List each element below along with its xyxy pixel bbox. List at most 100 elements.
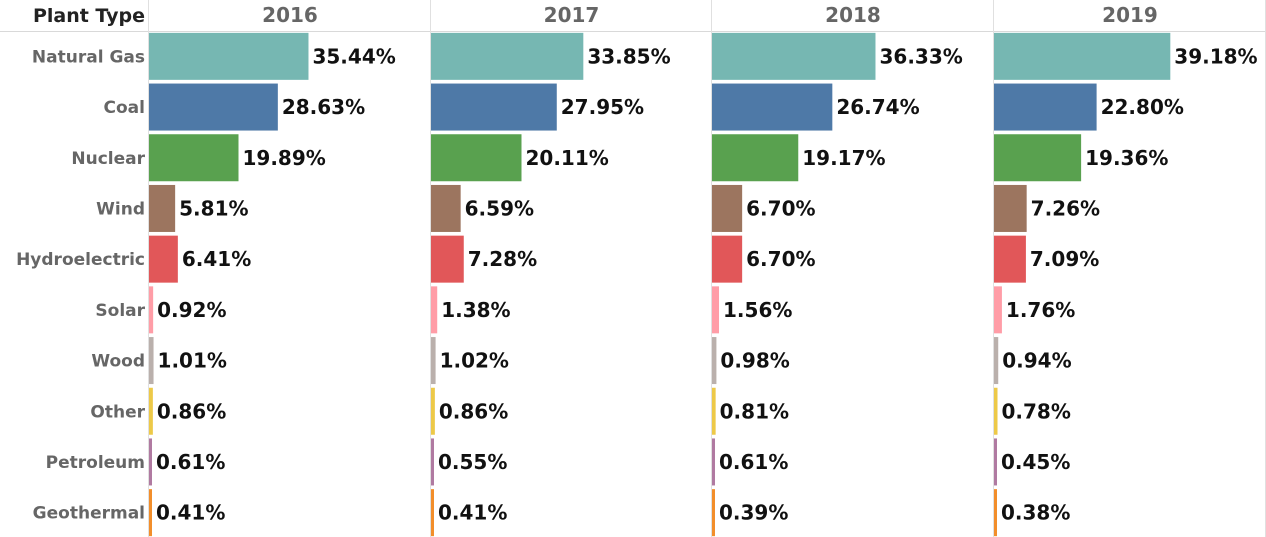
category-label-wood: Wood: [91, 352, 145, 372]
bar-nuclear-2018: [712, 134, 799, 182]
value-label-coal-2018: 26.74%: [836, 95, 919, 119]
value-label-wind-2018: 6.70%: [746, 196, 815, 220]
value-label-coal-2017: 27.95%: [561, 95, 644, 119]
value-label-natural-gas-2017: 33.85%: [587, 44, 670, 68]
value-label-petroleum-2018: 0.61%: [719, 450, 788, 474]
value-label-natural-gas-2016: 35.44%: [312, 44, 395, 68]
bar-wind-2018: [712, 184, 743, 232]
value-label-hydroelectric-2016: 6.41%: [182, 247, 251, 271]
bar-coal-2016: [149, 83, 278, 131]
category-label-solar: Solar: [95, 301, 145, 321]
value-label-solar-2017: 1.38%: [441, 298, 510, 322]
bar-geothermal-2016: [149, 489, 152, 537]
bar-natural-gas-2017: [431, 32, 584, 80]
bar-geothermal-2019: [994, 489, 997, 537]
value-label-geothermal-2017: 0.41%: [438, 501, 507, 525]
category-labels: Natural Gas Coal Nuclear Wind Hydroelectric S…: [16, 47, 146, 523]
value-label-other-2019: 0.78%: [1002, 399, 1071, 423]
category-label-wind: Wind: [96, 199, 145, 219]
value-label-solar-2019: 1.76%: [1006, 298, 1075, 322]
value-label-petroleum-2019: 0.45%: [1001, 450, 1070, 474]
value-label-other-2017: 0.86%: [439, 399, 508, 423]
bar-geothermal-2017: [431, 489, 434, 537]
bar-natural-gas-2016: [149, 32, 309, 80]
bar-nuclear-2019: [994, 134, 1082, 182]
value-label-petroleum-2017: 0.55%: [438, 450, 507, 474]
year-header-2019: 2019: [1102, 3, 1158, 27]
bar-nuclear-2016: [149, 134, 239, 182]
value-label-wood-2019: 0.94%: [1002, 349, 1071, 373]
value-label-wind-2019: 7.26%: [1031, 196, 1100, 220]
bar-petroleum-2016: [149, 438, 152, 486]
value-label-geothermal-2018: 0.39%: [719, 501, 788, 525]
value-label-petroleum-2016: 0.61%: [156, 450, 225, 474]
bar-wood-2016: [149, 337, 154, 385]
bar-hydroelectric-2018: [712, 235, 743, 283]
bar-petroleum-2018: [712, 438, 715, 486]
bar-wood-2019: [994, 337, 999, 385]
bar-solar-2017: [431, 286, 438, 334]
value-label-wind-2016: 5.81%: [179, 196, 248, 220]
bar-coal-2018: [712, 83, 833, 131]
bar-other-2017: [431, 387, 435, 435]
bar-petroleum-2019: [994, 438, 997, 486]
value-labels: 35.44% 28.63% 19.89% 5.81% 6.41% 0.92% 1.01% 0.…: [156, 44, 1258, 524]
bar-hydroelectric-2017: [431, 235, 464, 283]
value-label-wind-2017: 6.59%: [465, 196, 534, 220]
year-header-2016: 2016: [262, 3, 318, 27]
value-label-other-2018: 0.81%: [720, 399, 789, 423]
bar-geothermal-2018: [712, 489, 715, 537]
value-label-wood-2018: 0.98%: [720, 349, 789, 373]
bar-wind-2019: [994, 184, 1027, 232]
value-label-coal-2016: 28.63%: [282, 95, 365, 119]
value-label-wood-2016: 1.01%: [158, 349, 227, 373]
value-label-nuclear-2017: 20.11%: [525, 146, 608, 170]
value-label-geothermal-2019: 0.38%: [1001, 501, 1070, 525]
value-label-solar-2018: 1.56%: [723, 298, 792, 322]
value-label-solar-2016: 0.92%: [157, 298, 226, 322]
bar-natural-gas-2019: [994, 32, 1171, 80]
bar-hydroelectric-2016: [149, 235, 178, 283]
category-label-geothermal: Geothermal: [33, 504, 145, 524]
value-label-hydroelectric-2017: 7.28%: [468, 247, 537, 271]
bar-wind-2016: [149, 184, 176, 232]
value-label-natural-gas-2018: 36.33%: [879, 44, 962, 68]
category-label-other: Other: [90, 402, 145, 422]
value-label-nuclear-2019: 19.36%: [1085, 146, 1168, 170]
value-label-hydroelectric-2018: 6.70%: [746, 247, 815, 271]
value-label-natural-gas-2019: 39.18%: [1174, 44, 1257, 68]
value-label-coal-2019: 22.80%: [1101, 95, 1184, 119]
bar-other-2018: [712, 387, 716, 435]
category-label-coal: Coal: [104, 98, 145, 118]
category-label-petroleum: Petroleum: [46, 453, 145, 473]
value-label-hydroelectric-2019: 7.09%: [1030, 247, 1099, 271]
bar-wood-2018: [712, 337, 717, 385]
value-label-other-2016: 0.86%: [157, 399, 226, 423]
bar-coal-2019: [994, 83, 1097, 131]
bar-natural-gas-2018: [712, 32, 876, 80]
bar-hydroelectric-2019: [994, 235, 1026, 283]
value-label-nuclear-2016: 19.89%: [243, 146, 326, 170]
year-header-2018: 2018: [825, 3, 881, 27]
category-label-hydroelectric: Hydroelectric: [16, 250, 145, 270]
bar-other-2016: [149, 387, 153, 435]
year-header-2017: 2017: [544, 3, 600, 27]
year-headers: 2016 2017 2018 2019: [262, 3, 1158, 27]
category-label-natural-gas: Natural Gas: [32, 47, 145, 67]
category-label-nuclear: Nuclear: [71, 149, 145, 169]
bar-nuclear-2017: [431, 134, 522, 182]
value-label-wood-2017: 1.02%: [440, 349, 509, 373]
bar-other-2019: [994, 387, 998, 435]
bar-wind-2017: [431, 184, 461, 232]
value-label-geothermal-2016: 0.41%: [156, 501, 225, 525]
bars: [149, 32, 1171, 537]
value-label-nuclear-2018: 19.17%: [802, 146, 885, 170]
bar-solar-2016: [149, 286, 154, 334]
row-header-title: Plant Type: [33, 5, 145, 27]
bar-solar-2018: [712, 286, 720, 334]
bar-wood-2017: [431, 337, 436, 385]
bar-solar-2019: [994, 286, 1002, 334]
bar-coal-2017: [431, 83, 557, 131]
bar-petroleum-2017: [431, 438, 434, 486]
